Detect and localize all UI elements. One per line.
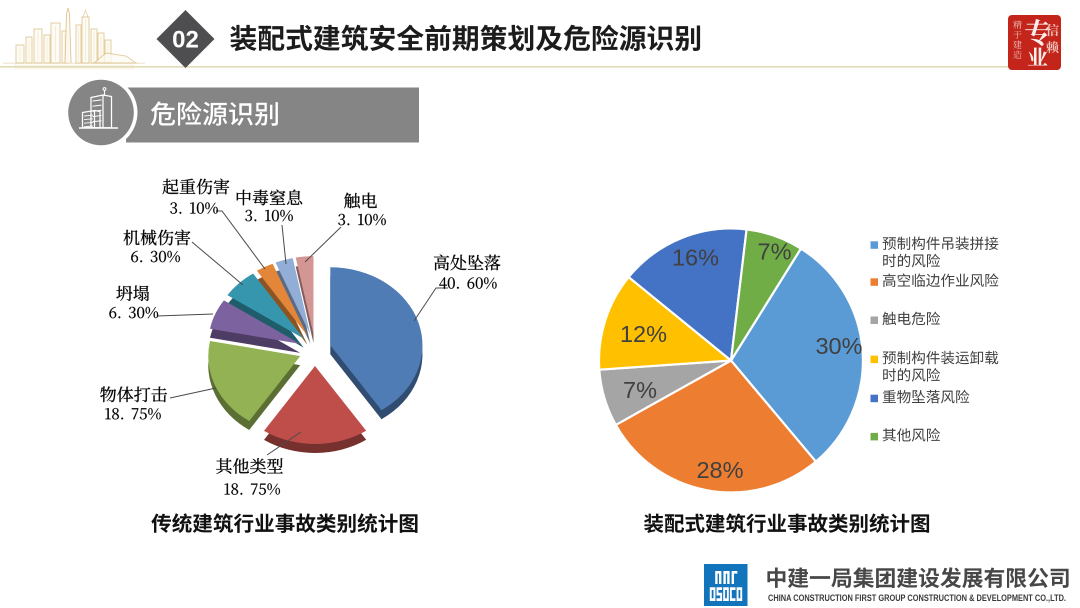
svg-text:16%: 16% (672, 245, 719, 271)
svg-text:02: 02 (172, 27, 199, 54)
svg-text:7%: 7% (758, 239, 792, 265)
svg-text:7%: 7% (623, 377, 657, 403)
svg-text:12%: 12% (620, 321, 667, 347)
svg-text:28%: 28% (696, 457, 743, 483)
svg-text:CHINA CONSTRUCTION FIRST GROUP: CHINA CONSTRUCTION FIRST GROUP CONSTRUCT… (768, 593, 1066, 603)
svg-text:30%: 30% (815, 333, 862, 359)
